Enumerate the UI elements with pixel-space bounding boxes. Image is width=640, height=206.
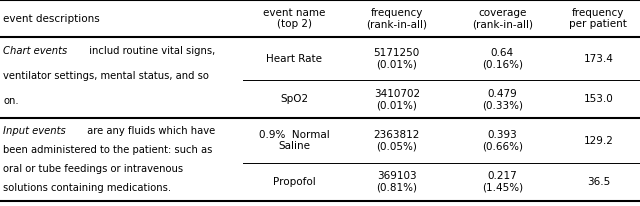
Text: 2363812
(0.05%): 2363812 (0.05%) xyxy=(374,130,420,151)
Text: ventilator settings, mental status, and so: ventilator settings, mental status, and … xyxy=(3,71,209,81)
Text: solutions containing medications.: solutions containing medications. xyxy=(3,183,172,193)
Text: been administered to the patient: such as: been administered to the patient: such a… xyxy=(3,145,212,155)
Text: 0.393
(0.66%): 0.393 (0.66%) xyxy=(482,130,523,151)
Text: frequency
(rank-in-all): frequency (rank-in-all) xyxy=(366,8,428,29)
Text: frequency
per patient: frequency per patient xyxy=(570,8,627,29)
Text: 3410702
(0.01%): 3410702 (0.01%) xyxy=(374,89,420,110)
Text: 0.9%  Normal
Saline: 0.9% Normal Saline xyxy=(259,130,330,151)
Text: 0.479
(0.33%): 0.479 (0.33%) xyxy=(482,89,523,110)
Text: includ routine vital signs,: includ routine vital signs, xyxy=(86,46,215,56)
Text: coverage
(rank-in-all): coverage (rank-in-all) xyxy=(472,8,533,29)
Text: event descriptions: event descriptions xyxy=(3,14,100,23)
Text: Propofol: Propofol xyxy=(273,177,316,187)
Text: Input events: Input events xyxy=(3,126,66,136)
Text: SpO2: SpO2 xyxy=(280,94,308,104)
Text: 153.0: 153.0 xyxy=(584,94,613,104)
Text: 5171250
(0.01%): 5171250 (0.01%) xyxy=(374,48,420,69)
Text: 173.4: 173.4 xyxy=(584,54,613,64)
Text: Chart events: Chart events xyxy=(3,46,67,56)
Text: oral or tube feedings or intravenous: oral or tube feedings or intravenous xyxy=(3,164,183,174)
Text: on.: on. xyxy=(3,96,19,106)
Text: Heart Rate: Heart Rate xyxy=(266,54,323,64)
Text: 36.5: 36.5 xyxy=(587,177,610,187)
Text: 0.64
(0.16%): 0.64 (0.16%) xyxy=(482,48,523,69)
Text: 129.2: 129.2 xyxy=(584,136,613,146)
Text: 369103
(0.81%): 369103 (0.81%) xyxy=(376,171,417,193)
Text: are any fluids which have: are any fluids which have xyxy=(84,126,216,136)
Text: 0.217
(1.45%): 0.217 (1.45%) xyxy=(482,171,523,193)
Text: event name
(top 2): event name (top 2) xyxy=(263,8,326,29)
